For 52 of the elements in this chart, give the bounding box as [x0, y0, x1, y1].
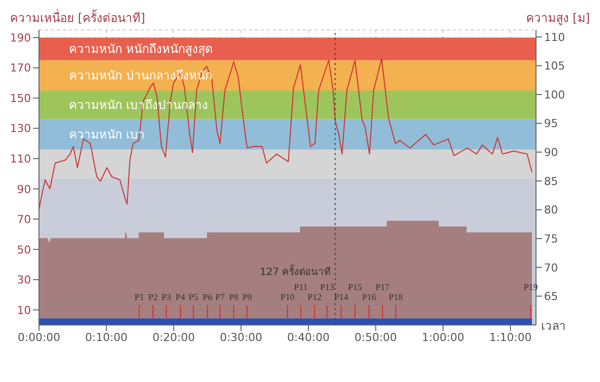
x-tick-label: 0:20:00 — [152, 330, 195, 344]
x-tick-label: 1:10:00 — [489, 330, 532, 344]
ref-line-label: P10 — [280, 292, 295, 302]
y2-tick-label: 70 — [544, 261, 558, 274]
x-tick-label: 0:50:00 — [354, 330, 397, 344]
y2-tick-label: 95 — [544, 117, 558, 130]
ref-line-label: P9 — [242, 292, 252, 302]
y-tick-label: 110 — [10, 152, 31, 166]
ref-line-label: P8 — [229, 292, 240, 302]
y-axis-title: ความเหนื่อย [ครั้งต่อนาที] — [10, 8, 146, 27]
y2-tick-label: 80 — [544, 204, 558, 217]
ref-line-label: P11 — [294, 282, 308, 292]
ref-line-label: 127 ครั้งต่อนาที — [260, 264, 332, 278]
ref-line-label: P16 — [362, 292, 377, 302]
ref-line-label: P5 — [188, 292, 199, 302]
ref-line-label: P2 — [148, 292, 158, 302]
y2-tick-label: 85 — [544, 174, 558, 188]
ref-line-label: P1 — [134, 292, 144, 302]
ref-line-label: P14 — [334, 292, 349, 302]
y2-tick-label: 90 — [544, 146, 558, 160]
y2-tick-label: 65 — [544, 290, 558, 304]
y2-tick-label: 105 — [544, 60, 565, 73]
y2-axis-title: ความสูง [ม] — [526, 10, 590, 27]
ref-line-label: P3 — [162, 292, 172, 302]
y2-tick-label: 100 — [544, 88, 565, 102]
x-tick-label: 0:00:00 — [18, 330, 60, 344]
y-tick-label: 30 — [17, 274, 31, 287]
band-label: ความหนัก หนักถึงหนักสูงสุด — [69, 42, 213, 58]
y-tick-label: 70 — [17, 213, 31, 226]
y-tick-label: 130 — [10, 122, 31, 136]
ref-line-label: P7 — [215, 292, 226, 302]
x-tick-label: 1:00:00 — [422, 330, 464, 344]
line-series — [39, 58, 532, 211]
y-tick-label: 90 — [17, 182, 31, 196]
ref-line-label: P15 — [348, 282, 362, 292]
y-tick-label: 10 — [17, 304, 31, 317]
ref-line-label: P6 — [202, 292, 213, 302]
ref-line-label: P17 — [375, 282, 390, 292]
y-tick-label: 190 — [10, 31, 31, 44]
y-tick-label: 150 — [10, 92, 31, 105]
x-tick-label: 0:30:00 — [220, 330, 262, 344]
y2-tick-label: 75 — [544, 232, 558, 246]
ref-line-label: P18 — [388, 292, 404, 302]
y2-tick-label: 110 — [544, 30, 565, 44]
x-tick-label: 0:10:00 — [85, 330, 128, 344]
y-tick-label: 50 — [17, 243, 31, 256]
ref-line-label: P4 — [176, 292, 186, 302]
ref-line-label: P12 — [308, 292, 322, 302]
x-axis-title: เวลา — [541, 318, 566, 335]
y-tick-label: 170 — [10, 62, 31, 75]
ref-line-label: P13 — [320, 282, 335, 292]
x-tick-label: 0:40:00 — [287, 330, 330, 344]
